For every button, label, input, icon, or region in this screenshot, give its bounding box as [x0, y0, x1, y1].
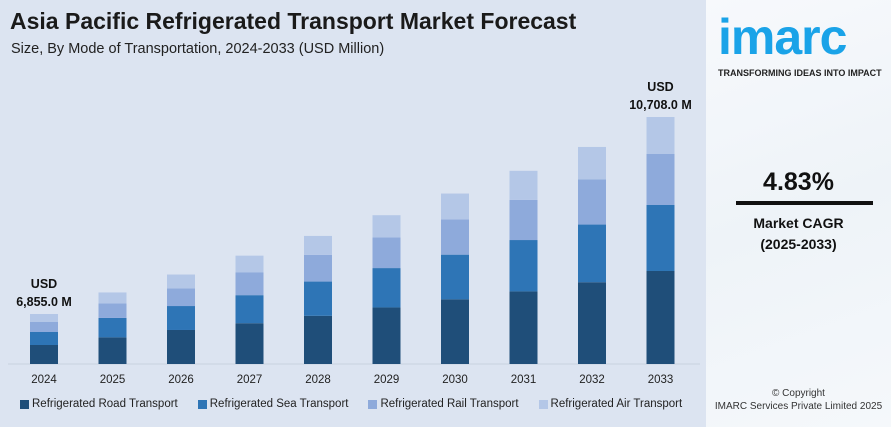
data-label: 10,708.0 M: [629, 98, 692, 112]
legend: Refrigerated Road Transport Refrigerated…: [20, 398, 682, 410]
bar-segment-refrigerated-air-transport: [167, 274, 195, 289]
legend-swatch: [538, 399, 548, 409]
bar-segment-refrigerated-rail-transport: [304, 254, 332, 282]
legend-item-road: Refrigerated Road Transport: [20, 398, 178, 410]
bar-segment-refrigerated-rail-transport: [30, 322, 58, 333]
legend-label: Refrigerated Air Transport: [550, 398, 683, 410]
bar-segment-refrigerated-road-transport: [372, 307, 401, 364]
legend-label: Refrigerated Sea Transport: [209, 398, 349, 410]
x-tick-label: 2029: [374, 374, 400, 386]
x-tick-label: 2028: [305, 374, 331, 386]
legend-swatch: [20, 399, 29, 409]
tagline: TRANSFORMING IDEAS INTO IMPACT: [718, 68, 882, 78]
chart-subtitle: Size, By Mode of Transportation, 2024-20…: [11, 41, 385, 57]
bar-segment-refrigerated-air-transport: [235, 255, 264, 273]
stacked-bar-chart: 2024 USD 6,855.0 M 2025 2026 2027 2028 2029 2030…: [8, 80, 700, 386]
bar-segment-refrigerated-road-transport: [235, 323, 264, 364]
company-name: IMARC Services Private Limited 2025: [714, 401, 883, 412]
copyright: © Copyright IMARC Services Private Limit…: [706, 387, 891, 413]
legend-item-sea: Refrigerated Sea Transport: [197, 398, 349, 410]
bar-segment-refrigerated-air-transport: [441, 193, 469, 220]
data-label: USD: [647, 80, 673, 94]
x-tick-label: 2027: [237, 374, 263, 386]
bar-segment-refrigerated-air-transport: [646, 117, 675, 154]
x-tick-label: 2031: [511, 374, 537, 386]
x-tick-label: 2030: [442, 374, 468, 386]
bar-segment-refrigerated-rail-transport: [98, 303, 127, 318]
bar-segment-refrigerated-rail-transport: [509, 199, 538, 241]
bar-segment-refrigerated-road-transport: [167, 329, 195, 364]
x-tick-label: 2033: [648, 374, 674, 386]
data-label: USD: [31, 277, 57, 291]
bar-segment-refrigerated-sea-transport: [167, 306, 195, 330]
cagr-label: Market CAGR (2025-2033): [706, 213, 891, 255]
bar-segment-refrigerated-rail-transport: [235, 272, 264, 296]
imarc-logo: imarc: [718, 9, 847, 65]
legend-item-rail: Refrigerated Rail Transport: [368, 398, 519, 410]
bar-segment-refrigerated-road-transport: [304, 315, 332, 364]
cagr-value: 4.83%: [763, 168, 834, 196]
bar-segment-refrigerated-road-transport: [30, 344, 58, 364]
cagr-label-text: Market CAGR: [753, 215, 844, 231]
chart-title: Asia Pacific Refrigerated Transport Mark…: [10, 8, 577, 34]
bar-segment-refrigerated-road-transport: [646, 270, 675, 364]
legend-swatch: [368, 399, 378, 409]
bar-segment-refrigerated-sea-transport: [646, 205, 675, 271]
bar-segment-refrigerated-sea-transport: [578, 224, 606, 283]
bar-segment-refrigerated-rail-transport: [372, 237, 401, 269]
data-label: 6,855.0 M: [16, 295, 72, 309]
x-tick-label: 2032: [579, 374, 605, 386]
bar-segment-refrigerated-sea-transport: [98, 317, 127, 338]
bar-segment-refrigerated-sea-transport: [509, 240, 538, 292]
bar-segment-refrigerated-rail-transport: [167, 288, 195, 307]
bar-segment-refrigerated-air-transport: [30, 314, 58, 323]
legend-item-air: Refrigerated Air Transport: [538, 398, 683, 410]
bar-segment-refrigerated-road-transport: [578, 282, 606, 364]
bar-segment-refrigerated-air-transport: [578, 146, 606, 180]
x-tick-label: 2025: [100, 374, 126, 386]
info-panel: imarc TRANSFORMING IDEAS INTO IMPACT 4.8…: [706, 0, 891, 427]
bar-segment-refrigerated-sea-transport: [304, 281, 332, 316]
bar-segment-refrigerated-sea-transport: [441, 254, 469, 300]
x-tick-label: 2026: [168, 374, 194, 386]
divider: [736, 201, 873, 205]
legend-swatch: [197, 399, 207, 409]
legend-label: Refrigerated Road Transport: [32, 398, 178, 410]
copyright-text: © Copyright: [772, 388, 825, 399]
bar-segment-refrigerated-air-transport: [372, 215, 401, 238]
bar-segment-refrigerated-road-transport: [98, 337, 127, 364]
bar-segment-refrigerated-sea-transport: [30, 332, 58, 345]
legend-label: Refrigerated Rail Transport: [380, 398, 519, 410]
bar-segment-refrigerated-air-transport: [509, 170, 538, 200]
bar-segment-refrigerated-sea-transport: [235, 295, 264, 324]
bar-segment-refrigerated-air-transport: [98, 292, 127, 304]
bar-segment-refrigerated-sea-transport: [372, 268, 401, 308]
bar-segment-refrigerated-rail-transport: [646, 153, 675, 206]
bar-segment-refrigerated-air-transport: [304, 235, 332, 255]
cagr-period: (2025-2033): [760, 236, 837, 252]
bar-segment-refrigerated-road-transport: [441, 299, 469, 364]
bar-segment-refrigerated-rail-transport: [441, 219, 469, 255]
x-tick-label: 2024: [31, 374, 57, 386]
bar-segment-refrigerated-rail-transport: [578, 179, 606, 225]
bar-segment-refrigerated-road-transport: [509, 291, 538, 364]
